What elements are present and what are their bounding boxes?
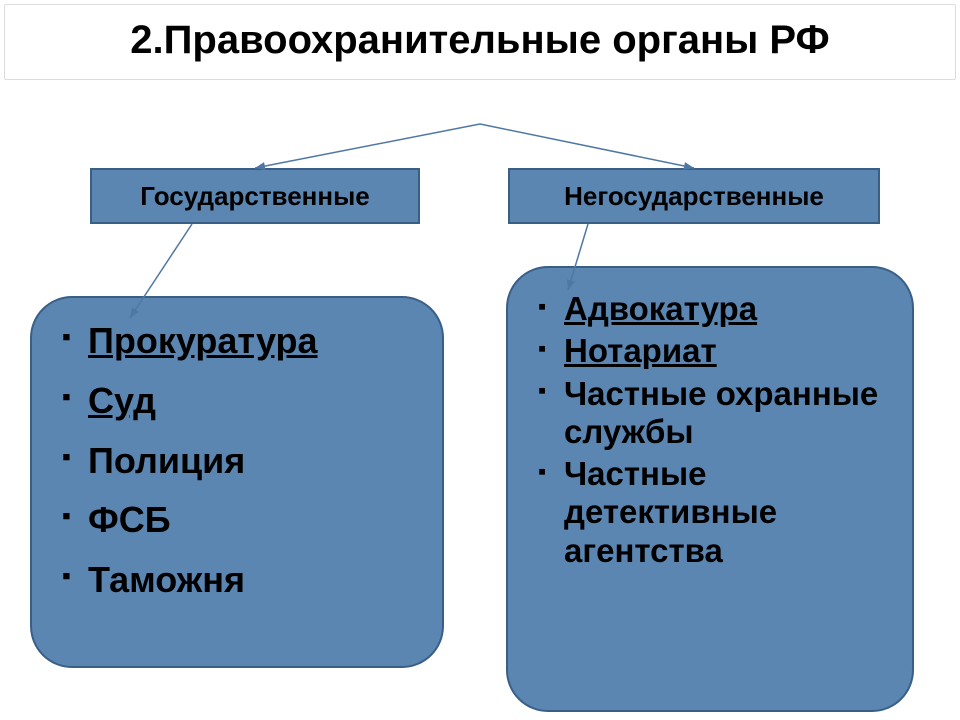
category-label-nonstate: Негосударственные — [564, 181, 824, 212]
category-label-state: Государственные — [140, 181, 369, 212]
list-item-label: Частные охранные службы — [564, 375, 878, 450]
list-item-label: Частные детективные агентства — [564, 455, 777, 569]
category-box-nonstate: Негосударственные — [508, 168, 880, 224]
list-item-label: ФСБ — [88, 499, 171, 540]
list-item: Нотариат — [538, 332, 904, 370]
list-item: Таможня — [62, 559, 434, 601]
list-item: Полиция — [62, 440, 434, 482]
list-item: Суд — [62, 380, 434, 422]
list-item-label: Суд — [88, 380, 156, 421]
category-box-state: Государственные — [90, 168, 420, 224]
list-item-label: Полиция — [88, 440, 245, 481]
list-item: Адвокатура — [538, 290, 904, 328]
list-item-label: Таможня — [88, 559, 245, 600]
list-box-nonstate: Адвокатура Нотариат Частные охранные служб… — [506, 266, 914, 712]
list-item: ФСБ — [62, 499, 434, 541]
list-item-label: Нотариат — [564, 332, 717, 369]
list-box-state: Прокуратура Суд Полиция ФСБ Таможня — [30, 296, 444, 668]
list-item-label: Прокуратура — [88, 320, 318, 361]
list-item: Прокуратура — [62, 320, 434, 362]
list-state: Прокуратура Суд Полиция ФСБ Таможня — [62, 320, 434, 601]
list-nonstate: Адвокатура Нотариат Частные охранные служб… — [538, 290, 904, 570]
slide-title: 2.Правоохранительные органы РФ — [4, 4, 956, 80]
list-item: Частные охранные службы — [538, 375, 904, 452]
list-item-label: Адвокатура — [564, 290, 757, 327]
list-item: Частные детективные агентства — [538, 455, 904, 570]
